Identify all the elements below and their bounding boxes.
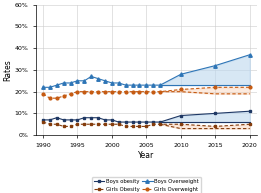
Boys obesity	[41, 119, 45, 121]
Boys obesity	[214, 112, 217, 114]
Girls Obesity	[248, 123, 251, 125]
Boys Overweight	[138, 84, 141, 86]
Girls Overweight	[145, 91, 148, 93]
Girls Overweight	[55, 97, 58, 99]
Boys obesity	[145, 121, 148, 123]
Girls Obesity	[62, 125, 65, 128]
Girls Overweight	[138, 91, 141, 93]
Girls Obesity	[76, 123, 79, 125]
Girls Obesity	[83, 123, 86, 125]
Boys Overweight	[124, 84, 127, 86]
Boys obesity	[76, 119, 79, 121]
Boys obesity	[103, 119, 106, 121]
Girls Overweight	[48, 97, 51, 99]
Girls Obesity	[103, 123, 106, 125]
Boys obesity	[83, 117, 86, 119]
Girls Overweight	[131, 91, 134, 93]
Boys Overweight	[55, 84, 58, 86]
Boys Overweight	[117, 82, 120, 84]
Girls Overweight	[110, 91, 114, 93]
Boys Overweight	[97, 77, 100, 80]
Boys Overweight	[69, 82, 72, 84]
Girls Obesity	[69, 125, 72, 128]
Line: Boys obesity: Boys obesity	[41, 110, 251, 124]
Boys obesity	[131, 121, 134, 123]
Boys obesity	[48, 119, 51, 121]
Girls Overweight	[117, 91, 120, 93]
Boys Overweight	[110, 82, 114, 84]
Girls Overweight	[124, 91, 127, 93]
Boys obesity	[152, 121, 155, 123]
Boys Overweight	[131, 84, 134, 86]
Girls Overweight	[159, 91, 162, 93]
Girls Obesity	[159, 123, 162, 125]
Boys Overweight	[48, 86, 51, 88]
Line: Girls Obesity: Girls Obesity	[41, 121, 251, 128]
Boys obesity	[117, 121, 120, 123]
Boys Overweight	[214, 64, 217, 67]
Boys Overweight	[248, 54, 251, 56]
X-axis label: Year: Year	[138, 151, 155, 160]
Girls Overweight	[103, 91, 106, 93]
Line: Boys Overweight: Boys Overweight	[41, 53, 252, 89]
Girls Obesity	[110, 123, 114, 125]
Boys Overweight	[159, 84, 162, 86]
Boys obesity	[124, 121, 127, 123]
Girls Obesity	[152, 123, 155, 125]
Girls Overweight	[90, 91, 93, 93]
Boys obesity	[159, 121, 162, 123]
Boys obesity	[110, 119, 114, 121]
Girls Obesity	[138, 125, 141, 128]
Girls Obesity	[90, 123, 93, 125]
Boys Overweight	[76, 80, 79, 82]
Girls Obesity	[145, 125, 148, 128]
Boys Overweight	[83, 80, 86, 82]
Boys obesity	[55, 117, 58, 119]
Line: Girls Overweight: Girls Overweight	[41, 86, 251, 100]
Girls Obesity	[124, 125, 127, 128]
Girls Overweight	[41, 93, 45, 95]
Boys obesity	[62, 119, 65, 121]
Girls Obesity	[179, 123, 182, 125]
Girls Overweight	[97, 91, 100, 93]
Girls Overweight	[248, 86, 251, 88]
Girls Obesity	[131, 125, 134, 128]
Boys obesity	[90, 117, 93, 119]
Boys Overweight	[145, 84, 148, 86]
Girls Overweight	[83, 91, 86, 93]
Girls Overweight	[179, 88, 182, 91]
Legend: Boys obesity, Girls Obesity, Boys Overweight, Girls Overweight: Boys obesity, Girls Obesity, Boys Overwe…	[92, 177, 201, 193]
Boys Overweight	[90, 75, 93, 78]
Boys obesity	[97, 117, 100, 119]
Girls Obesity	[48, 123, 51, 125]
Girls Overweight	[69, 93, 72, 95]
Girls Obesity	[55, 123, 58, 125]
Boys obesity	[248, 110, 251, 112]
Girls Obesity	[41, 121, 45, 123]
Boys Overweight	[152, 84, 155, 86]
Girls Obesity	[97, 123, 100, 125]
Y-axis label: Rates: Rates	[3, 59, 12, 81]
Girls Obesity	[214, 125, 217, 128]
Boys obesity	[69, 119, 72, 121]
Girls Obesity	[117, 123, 120, 125]
Boys Overweight	[103, 80, 106, 82]
Girls Overweight	[76, 91, 79, 93]
Boys obesity	[179, 114, 182, 117]
Boys obesity	[138, 121, 141, 123]
Girls Overweight	[152, 91, 155, 93]
Boys Overweight	[179, 73, 182, 75]
Boys Overweight	[62, 82, 65, 84]
Girls Overweight	[62, 95, 65, 97]
Boys Overweight	[41, 86, 45, 88]
Girls Overweight	[214, 86, 217, 88]
